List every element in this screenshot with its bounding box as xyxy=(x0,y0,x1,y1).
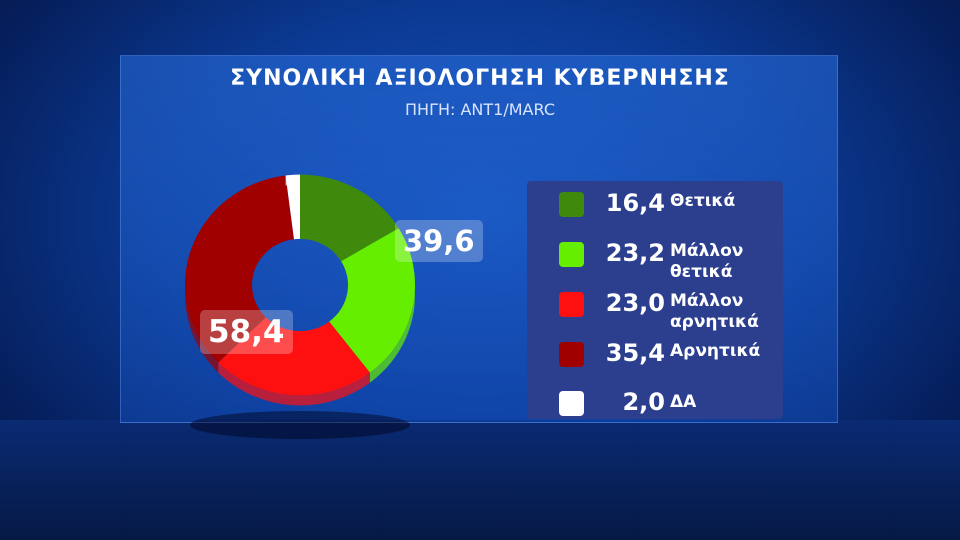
donut-slice-side xyxy=(218,362,370,406)
legend-swatch xyxy=(559,242,584,267)
donut-shadow xyxy=(190,411,410,439)
legend-item-dk: 2,0 ΔΑ xyxy=(527,386,783,436)
legend-item-positive: 16,4 Θετικά xyxy=(527,187,783,237)
negative-total-label: 58,4 xyxy=(200,310,293,354)
legend-label: Μάλλον αρνητικά xyxy=(670,291,759,332)
legend-value: 23,2 xyxy=(605,239,665,267)
chart-source: ΠΗΓΗ: ANT1/MARC xyxy=(405,100,555,119)
legend-value: 2,0 xyxy=(622,388,665,416)
legend-label: Μάλλον θετικά xyxy=(670,241,744,282)
legend-swatch xyxy=(559,391,584,416)
donut-slice-1 xyxy=(329,228,415,373)
legend-value: 35,4 xyxy=(605,339,665,367)
legend-value: 23,0 xyxy=(605,289,665,317)
legend-swatch xyxy=(559,192,584,217)
legend-swatch xyxy=(559,292,584,317)
donut-slice-4 xyxy=(285,174,300,240)
legend-item-rather-negative: 23,0 Μάλλον αρνητικά xyxy=(527,287,783,337)
legend-label: Αρνητικά xyxy=(670,341,761,361)
positive-total-label: 39,6 xyxy=(395,220,483,262)
chart-title: ΣΥΝΟΛΙΚΗ ΑΞΙΟΛΟΓΗΣΗ ΚΥΒΕΡΝΗΣΗΣ xyxy=(230,66,730,91)
legend-label: ΔΑ xyxy=(670,392,697,412)
legend-item-negative: 35,4 Αρνητικά xyxy=(527,337,783,387)
donut-slice-3 xyxy=(184,175,294,363)
legend: 16,4 Θετικά 23,2 Μάλλον θετικά 23,0 Μάλλ… xyxy=(527,181,783,419)
legend-label: Θετικά xyxy=(670,191,736,211)
floor xyxy=(0,420,960,540)
donut-slice-2 xyxy=(218,317,370,396)
legend-value: 16,4 xyxy=(605,189,665,217)
legend-swatch xyxy=(559,342,584,367)
legend-item-rather-positive: 23,2 Μάλλον θετικά xyxy=(527,237,783,287)
donut-slice-0 xyxy=(300,174,399,262)
donut-slice-side xyxy=(369,228,415,383)
